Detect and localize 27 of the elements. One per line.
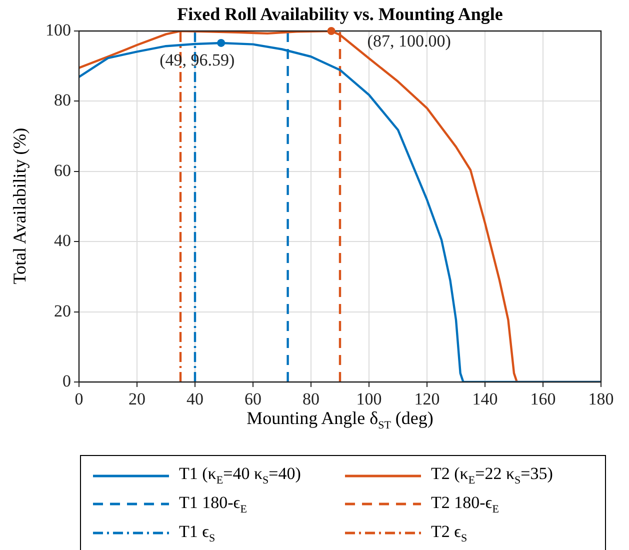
legend-label: T1 (κ$_{E}$=40 κ$_{S}$=40) xyxy=(179,464,301,487)
legend-label: T2 (κ$_{E}$=22 κ$_{S}$=35) xyxy=(431,464,553,487)
x-tick-label: 80 xyxy=(302,390,320,409)
x-tick-label: 60 xyxy=(244,390,262,409)
x-tick-label: 160 xyxy=(530,390,556,409)
y-tick-label: 60 xyxy=(54,160,71,180)
y-tick-label: 0 xyxy=(62,371,71,390)
y-tick-label: 20 xyxy=(54,301,71,320)
x-tick-label: 140 xyxy=(472,390,498,409)
legend-label: T1 180-ϵ$_{E}$ xyxy=(179,492,247,516)
y-tick-label: 80 xyxy=(54,90,71,110)
legend-label: T2 180-ϵ$_{E}$ xyxy=(431,492,499,516)
annotation: (49, 96.59) xyxy=(160,50,235,70)
x-tick-label: 40 xyxy=(186,390,204,409)
y-axis-title: Total Availability (%) xyxy=(10,128,30,284)
y-tick-label: 40 xyxy=(54,231,71,250)
x-tick-label: 0 xyxy=(74,390,84,409)
x-tick-label: 180 xyxy=(588,390,614,409)
x-tick-label: 20 xyxy=(128,390,146,409)
x-tick-label: 100 xyxy=(356,390,382,409)
annotation: (87, 100.00) xyxy=(367,31,451,50)
legend-label: T2 ϵ$_{S}$ xyxy=(431,522,468,544)
legend-label: T1 ϵ$_{S}$ xyxy=(179,522,216,544)
y-tick-label: 100 xyxy=(46,20,71,40)
chart-title: Fixed Roll Availability vs. Mounting Angle xyxy=(176,4,504,25)
x-axis-title: Mounting Angle δ$_{ST}$ (deg) xyxy=(246,408,434,432)
x-tick-label: 120 xyxy=(414,390,440,409)
